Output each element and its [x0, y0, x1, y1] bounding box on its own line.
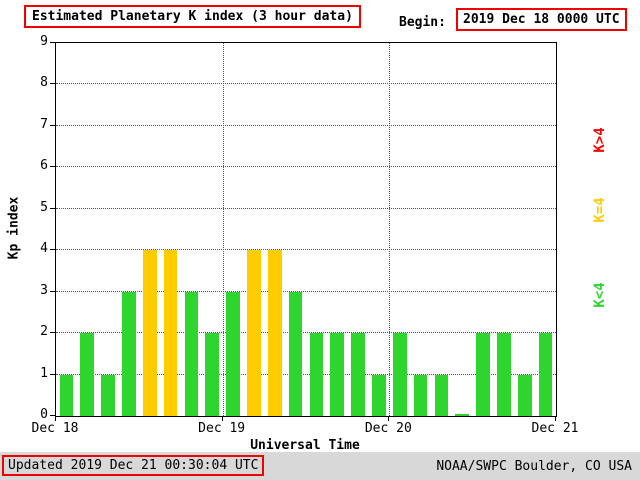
updated-text: Updated 2019 Dec 21 00:30:04 UTC	[8, 458, 259, 473]
y-tick-label: 0	[40, 407, 48, 422]
y-tick-label: 8	[40, 75, 48, 91]
begin-value: 2019 Dec 18 0000 UTC	[463, 12, 620, 27]
y-tick-label: 6	[40, 158, 48, 174]
x-tick-mark	[555, 416, 556, 421]
y-tick-label: 5	[40, 199, 48, 215]
kp-bar	[122, 291, 136, 416]
h-gridline	[56, 332, 556, 334]
x-tick-mark	[221, 416, 223, 421]
legend-label-k-gt-4: K>4	[592, 127, 608, 153]
x-tick-label: Dec 18	[31, 421, 79, 436]
kp-bar	[476, 333, 490, 416]
kp-bar	[226, 291, 240, 416]
kp-bar	[413, 374, 428, 416]
kp-bar	[372, 374, 386, 416]
begin-value-box: 2019 Dec 18 0000 UTC	[456, 8, 627, 31]
y-tick-label: 9	[40, 34, 48, 49]
y-tick-label: 3	[40, 282, 48, 298]
y-tick-label: 2	[40, 324, 48, 340]
kp-bar	[497, 333, 511, 416]
y-tick-mark	[50, 373, 55, 375]
y-tick-mark	[50, 415, 55, 416]
y-tick-mark	[50, 124, 55, 126]
y-tick-mark	[50, 42, 55, 43]
kp-bar	[163, 250, 178, 416]
kp-bar	[142, 250, 157, 416]
x-tick-mark	[388, 416, 390, 421]
h-gridline	[56, 83, 556, 85]
kp-bar	[184, 291, 199, 416]
v-gridline	[222, 43, 224, 416]
x-axis-title: Universal Time	[250, 438, 360, 453]
x-tick-label: Dec 21	[531, 421, 579, 436]
y-tick-mark	[50, 332, 55, 334]
kp-bar	[247, 250, 261, 416]
chart-title-box: Estimated Planetary K index (3 hour data…	[24, 5, 361, 28]
y-axis-title: Kp index	[6, 196, 22, 260]
kp-bar	[351, 333, 365, 416]
kp-bar	[80, 333, 95, 416]
kp-bar	[392, 333, 407, 416]
kp-bar	[434, 374, 449, 416]
kp-bar	[267, 250, 282, 416]
kp-bar	[309, 333, 324, 416]
kp-bar	[517, 374, 532, 416]
y-tick-label: 7	[40, 116, 48, 132]
y-tick-label: 1	[40, 365, 48, 381]
kp-bar	[538, 333, 553, 416]
v-gridline	[389, 43, 391, 416]
plot-area	[55, 42, 557, 417]
footer: Updated 2019 Dec 21 00:30:04 UTC NOAA/SW…	[0, 452, 640, 480]
source-text: NOAA/SWPC Boulder, CO USA	[436, 459, 632, 474]
x-tick-label: Dec 19	[198, 421, 246, 436]
y-tick-label: 4	[40, 241, 48, 257]
h-gridline	[56, 124, 556, 126]
kp-bar	[101, 374, 115, 416]
y-tick-mark	[50, 207, 55, 209]
kp-bar	[455, 414, 470, 416]
begin-label: Begin:	[399, 15, 446, 30]
x-tick-mark	[55, 416, 56, 421]
y-tick-mark	[50, 249, 55, 251]
h-gridline	[56, 249, 556, 251]
legend-label-k-eq-4: K=4	[592, 197, 608, 223]
x-tick-label: Dec 20	[364, 421, 412, 436]
y-tick-mark	[50, 290, 55, 292]
h-gridline	[56, 373, 556, 375]
y-tick-mark	[50, 83, 55, 85]
kp-bar	[205, 333, 220, 416]
chart-title: Estimated Planetary K index (3 hour data…	[32, 9, 353, 24]
kp-bar	[330, 333, 345, 416]
kp-bar	[59, 374, 74, 416]
updated-box: Updated 2019 Dec 21 00:30:04 UTC	[2, 455, 265, 476]
h-gridline	[56, 207, 556, 209]
legend-label-k-lt-4: K<4	[592, 282, 608, 308]
kp-bar	[288, 291, 303, 416]
y-tick-mark	[50, 166, 55, 168]
h-gridline	[56, 166, 556, 168]
h-gridline	[56, 290, 556, 292]
